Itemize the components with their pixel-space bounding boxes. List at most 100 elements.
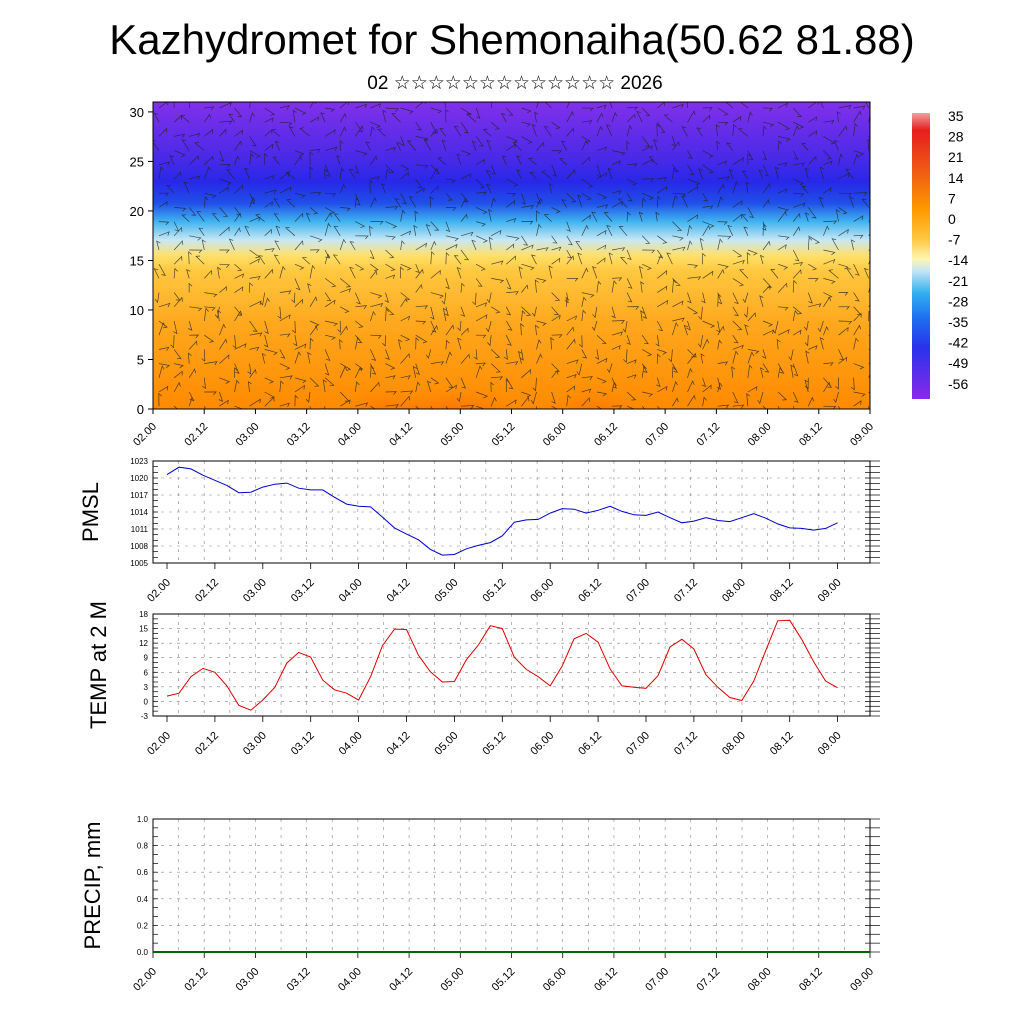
wind-barb: [521, 221, 534, 225]
wind-barb: [309, 151, 314, 165]
wind-barb: [430, 185, 439, 194]
wind-barb: [339, 167, 345, 180]
wind-barb: [566, 394, 571, 407]
wind-barb: [219, 249, 230, 254]
wind-barb: [340, 363, 352, 371]
wind-barb: [234, 286, 244, 293]
wind-barb: [349, 266, 356, 279]
wind-barb: [430, 324, 439, 336]
wind-barb: [475, 158, 486, 166]
wind-barb: [189, 249, 203, 254]
wind-barb: [339, 278, 351, 288]
wind-barb: [506, 291, 519, 296]
x-tick-label: 07.12: [672, 730, 700, 758]
wind-barb: [173, 381, 181, 393]
wind-barb: [324, 168, 328, 180]
wind-barb: [370, 126, 375, 137]
wind-barb: [687, 394, 696, 407]
wind-barb: [581, 388, 592, 393]
wind-barb: [204, 361, 218, 366]
y-tick-label: 1011: [131, 525, 149, 534]
wind-barb: [566, 235, 573, 246]
wind-barb: [339, 339, 343, 350]
wind-barb: [640, 281, 645, 293]
wind-barb: [354, 381, 360, 393]
wind-barb: [355, 150, 368, 157]
wind-barb: [853, 391, 866, 397]
y-tick-label: 0.6: [137, 868, 149, 877]
colorbar: 35 28 21 14 7 0 -7 -14 -21 -28 -35 -42 -49 -56: [912, 108, 968, 399]
wind-barb: [534, 111, 539, 123]
wind-barb: [687, 150, 693, 159]
x-tick-label: 02.12: [193, 577, 221, 605]
wind-barb: [532, 377, 537, 392]
wind-barb: [234, 227, 241, 236]
wind-barb: [370, 249, 375, 260]
wind-barb: [606, 224, 613, 236]
wind-barb: [291, 292, 296, 304]
wind-barb: [218, 391, 224, 402]
wind-barb: [445, 339, 450, 350]
wind-barb: [626, 125, 633, 137]
wind-barb: [445, 384, 457, 393]
wind-barb: [274, 140, 281, 151]
wind-barb: [618, 226, 628, 237]
wind-barb: [349, 241, 356, 251]
wind-barb: [727, 224, 734, 236]
wind-barb: [415, 337, 420, 350]
wind-barb: [217, 266, 222, 279]
wind-barb: [530, 391, 537, 405]
wind-barb: [476, 334, 487, 339]
wind-barb: [445, 235, 460, 242]
wind-barb: [234, 107, 243, 118]
wind-barb: [445, 178, 456, 184]
wind-barb: [792, 363, 799, 377]
wind-barb: [325, 192, 337, 197]
wind-barb: [566, 127, 575, 137]
wind-barb: [355, 263, 365, 271]
wind-barb: [739, 102, 749, 109]
wind-barb: [244, 167, 250, 180]
wind-barb: [551, 369, 559, 379]
wind-barb: [309, 337, 314, 350]
wind-barb: [611, 247, 626, 252]
wind-barb: [702, 114, 711, 123]
wind-barb: [355, 363, 364, 371]
colorbar-label: 35: [948, 108, 964, 124]
wind-barb: [219, 377, 231, 384]
x-tick-label: 04.12: [387, 966, 415, 994]
wind-barb: [385, 221, 398, 229]
wind-barb: [687, 306, 699, 315]
wind-barb: [702, 164, 714, 174]
wind-barb: [173, 171, 182, 180]
wind-barb: [173, 102, 175, 109]
wind-barb: [762, 278, 773, 288]
wind-barb: [273, 198, 281, 208]
x-tick-label: 04.00: [337, 730, 365, 758]
wind-barb: [696, 127, 703, 137]
wind-barb: [808, 207, 817, 219]
wind-barb: [264, 396, 275, 407]
wind-barb: [640, 310, 645, 322]
wind-barb: [529, 171, 537, 180]
wind-barb: [805, 350, 810, 364]
wind-barb: [355, 402, 369, 407]
wind-barb: [777, 329, 790, 336]
wind-barb: [219, 354, 230, 364]
wind-barb: [581, 156, 590, 166]
wind-barb: [581, 397, 590, 407]
wind-barb: [818, 196, 824, 208]
wind-barb: [170, 335, 175, 349]
wind-barb: [475, 136, 484, 147]
y-tick-label: 5: [137, 352, 144, 367]
wind-barb: [460, 173, 472, 180]
x-tick-label: 08.12: [797, 421, 825, 449]
x-tick-label: 05.12: [490, 966, 518, 994]
wind-barb: [520, 323, 525, 336]
wind-barb: [324, 377, 335, 387]
wind-barb: [626, 359, 637, 364]
wind-barb: [536, 247, 549, 252]
panel-frame: [152, 613, 871, 717]
wind-barb: [853, 292, 860, 302]
wind-barb: [506, 320, 513, 331]
